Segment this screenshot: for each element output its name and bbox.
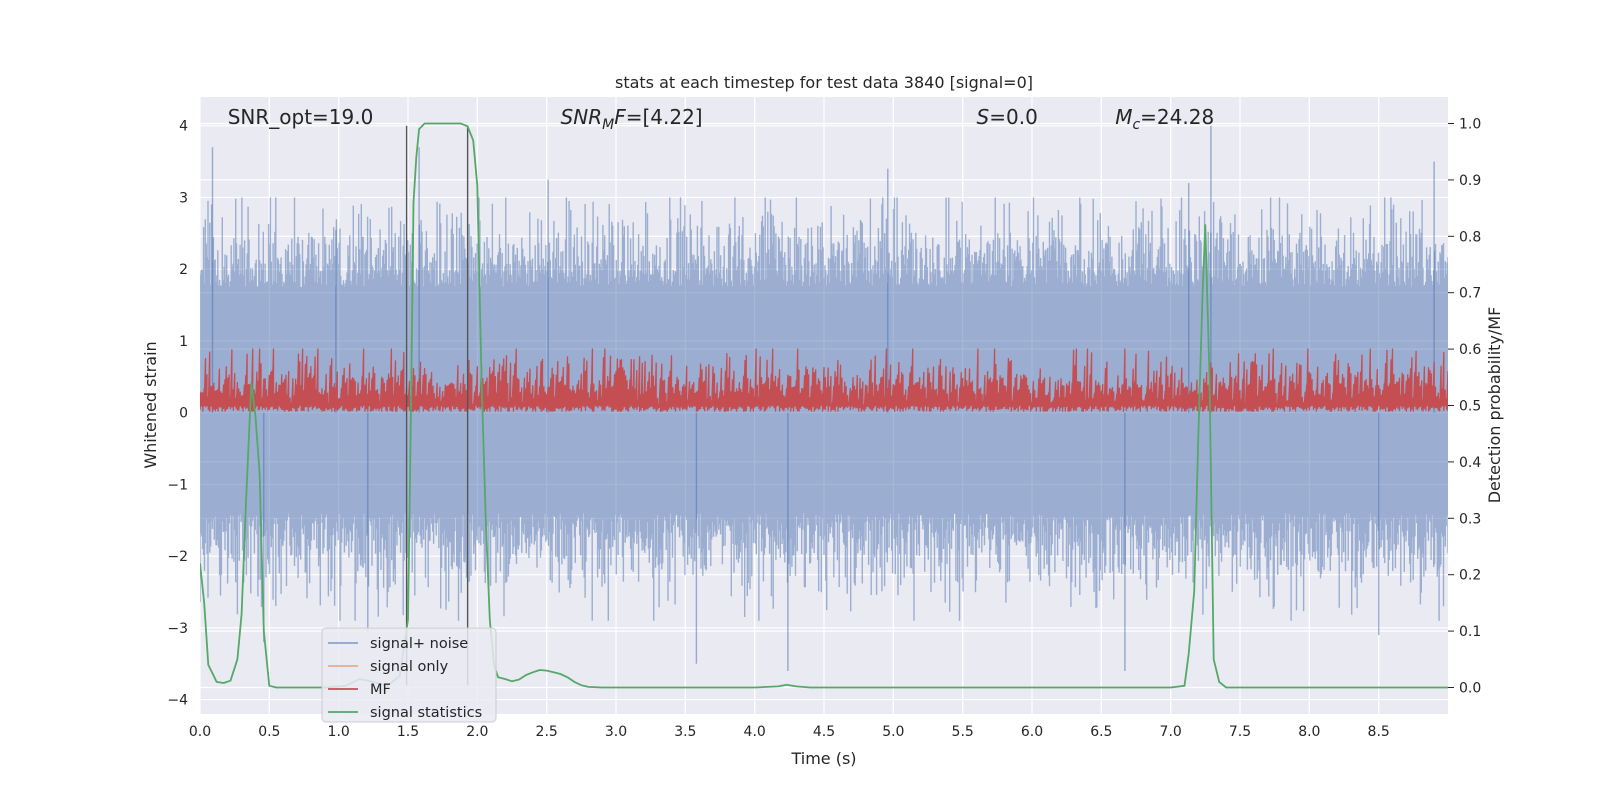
x-tick-label: 1.0 (328, 724, 350, 740)
y-right-tick-label: 0.9 (1459, 173, 1481, 189)
annotations: SNR_opt=19.0 SNRMF=[4.22] S=0.0 Mc=24.28 (228, 105, 1214, 133)
annotation-text: S=0.0 (977, 105, 1038, 129)
x-tick-label: 5.5 (952, 724, 974, 740)
mf-trace (200, 348, 1448, 412)
annotation-text: SNRMF=[4.22] (561, 105, 703, 133)
x-tick-label: 2.5 (536, 724, 558, 740)
x-tick-label: 7.5 (1229, 724, 1251, 740)
y-left-tick-label: −1 (167, 477, 188, 493)
annotation-text: SNR_opt=19.0 (228, 105, 374, 129)
y-right-tick-label: 0.8 (1459, 229, 1481, 245)
legend-label: MF (370, 682, 391, 698)
y-left-tick-label: 4 (179, 119, 188, 135)
x-tick-label: 0.0 (189, 724, 211, 740)
x-tick-label: 7.0 (1160, 724, 1182, 740)
y-right-tick-label: 0.1 (1459, 624, 1481, 640)
y-right-tick-label: 0.6 (1459, 342, 1481, 358)
y-right-tick-label: 0.3 (1459, 511, 1481, 527)
y-right-tick-labels: 1.0 0.9 0.8 0.7 0.6 0.5 0.4 0.3 0.2 0.1 0.0 (1448, 117, 1481, 696)
legend-label: signal statistics (370, 705, 482, 721)
mf-band (200, 348, 1448, 412)
y-right-tick-label: 0.7 (1459, 286, 1481, 302)
y-right-tick-label: 0.5 (1459, 399, 1481, 415)
legend-label: signal+ noise (370, 636, 468, 652)
noise-extreme-spikes (211, 125, 1435, 671)
annotation-text: Mc=24.28 (1115, 105, 1214, 133)
x-tick-label: 1.5 (397, 724, 419, 740)
x-tick-label: 6.0 (1021, 724, 1043, 740)
legend: signal+ noise signal only MF signal statist… (321, 627, 497, 723)
y-left-tick-label: 3 (179, 190, 188, 206)
y-left-axis-label: Whitened strain (141, 341, 160, 468)
x-tick-label: 6.5 (1090, 724, 1112, 740)
signal-statistics (200, 122, 1448, 689)
x-tick-label: 4.0 (744, 724, 766, 740)
vertical-markers (405, 125, 469, 686)
x-tick-label: 8.0 (1298, 724, 1320, 740)
x-tick-label: 4.5 (813, 724, 835, 740)
chart-title: stats at each timestep for test data 384… (615, 73, 1033, 92)
x-tick-label: 8.5 (1368, 724, 1390, 740)
y-right-tick-label: 1.0 (1459, 117, 1481, 133)
y-right-tick-label: 0.2 (1459, 568, 1481, 584)
x-tick-label: 3.0 (605, 724, 627, 740)
y-left-tick-label: 0 (179, 406, 188, 422)
signal-statistics-line (200, 122, 1448, 689)
y-left-tick-label: −2 (167, 549, 188, 565)
y-right-tick-label: 0.0 (1459, 680, 1481, 696)
x-tick-label: 0.5 (258, 724, 280, 740)
x-tick-labels: 0.0 0.5 1.0 1.5 2.0 2.5 3.0 3.5 4.0 4.5 5.0 5.5 6.0 6… (189, 724, 1390, 740)
legend-box (321, 627, 497, 723)
y-left-tick-label: −3 (167, 621, 188, 637)
y-left-tick-label: 2 (179, 262, 188, 278)
legend-label: signal only (370, 659, 449, 675)
x-tick-label: 5.0 (882, 724, 904, 740)
y-left-tick-label: −4 (167, 693, 188, 709)
y-left-tick-labels: 4 3 2 1 0 −1 −2 −3 −4 (167, 119, 188, 709)
y-left-tick-label: 1 (179, 334, 188, 350)
y-right-tick-label: 0.4 (1459, 455, 1481, 471)
x-tick-label: 3.5 (674, 724, 696, 740)
x-tick-label: 2.0 (466, 724, 488, 740)
x-axis-label: Time (s) (790, 749, 856, 768)
y-right-axis-label: Detection probability/MF (1485, 307, 1504, 504)
